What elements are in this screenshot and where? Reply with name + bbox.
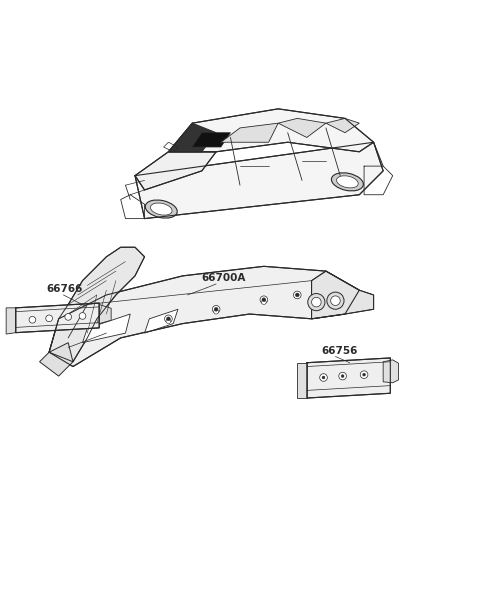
Circle shape [341, 375, 344, 378]
Polygon shape [312, 271, 373, 319]
Polygon shape [297, 363, 307, 398]
Polygon shape [192, 133, 230, 147]
Circle shape [262, 300, 266, 304]
Circle shape [322, 376, 325, 379]
Polygon shape [307, 358, 390, 398]
Circle shape [166, 319, 171, 323]
Ellipse shape [150, 203, 172, 215]
Polygon shape [49, 247, 144, 362]
Circle shape [212, 306, 220, 313]
Polygon shape [278, 118, 326, 138]
Text: 66700A: 66700A [202, 273, 246, 283]
Polygon shape [168, 123, 216, 152]
Polygon shape [39, 343, 73, 376]
Circle shape [308, 294, 325, 311]
Text: 66756: 66756 [321, 345, 358, 356]
Ellipse shape [145, 200, 177, 218]
Circle shape [260, 296, 268, 303]
Circle shape [214, 308, 218, 311]
Polygon shape [144, 309, 178, 333]
Polygon shape [49, 266, 360, 367]
Polygon shape [135, 152, 216, 190]
Circle shape [331, 296, 340, 306]
Circle shape [167, 317, 170, 321]
Circle shape [79, 312, 86, 319]
Circle shape [65, 314, 72, 320]
Polygon shape [168, 109, 373, 152]
Polygon shape [99, 304, 111, 323]
Circle shape [339, 372, 347, 380]
Circle shape [327, 292, 344, 309]
Polygon shape [326, 118, 360, 133]
Circle shape [46, 315, 52, 322]
Circle shape [320, 374, 327, 381]
Circle shape [214, 309, 218, 314]
Ellipse shape [331, 173, 363, 191]
Polygon shape [6, 308, 16, 334]
Circle shape [360, 371, 368, 378]
Text: 66766: 66766 [47, 284, 83, 294]
Circle shape [312, 297, 321, 307]
Polygon shape [16, 303, 99, 333]
Circle shape [293, 291, 301, 299]
Polygon shape [221, 123, 278, 143]
Circle shape [295, 293, 299, 297]
Ellipse shape [336, 176, 358, 188]
Circle shape [29, 317, 36, 323]
Polygon shape [383, 360, 398, 383]
Circle shape [262, 298, 266, 301]
Circle shape [363, 373, 365, 376]
Polygon shape [135, 143, 383, 219]
Polygon shape [83, 314, 130, 343]
Circle shape [165, 315, 172, 323]
